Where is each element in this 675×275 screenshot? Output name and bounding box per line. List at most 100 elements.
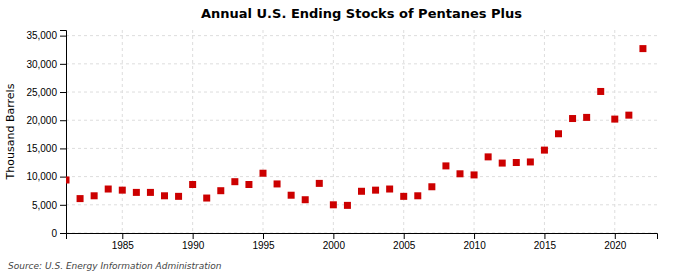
point bbox=[527, 158, 534, 165]
point bbox=[260, 170, 267, 177]
tick: 2005 bbox=[393, 233, 416, 251]
axis-line bbox=[67, 234, 658, 240]
point bbox=[555, 130, 562, 137]
point bbox=[77, 195, 84, 202]
point bbox=[288, 192, 295, 199]
point bbox=[471, 171, 478, 178]
tick-mark bbox=[544, 233, 545, 239]
tick-mark bbox=[60, 120, 66, 121]
y-axis: 0 5,000 10,000 15,000 20,000 25,000 30,000 35,0… bbox=[26, 30, 66, 238]
y-axis-title: Thousand Barrels bbox=[4, 83, 17, 180]
x-axis: 1985 1990 1995 2000 2005 2010 2015 2020 bbox=[67, 233, 658, 251]
grid-line bbox=[66, 204, 657, 205]
tick: 2000 bbox=[323, 233, 346, 251]
point bbox=[344, 202, 351, 209]
tick-label: 1995 bbox=[252, 240, 275, 251]
tick-mark bbox=[60, 148, 66, 149]
tick-label: 15,000 bbox=[26, 143, 57, 154]
point bbox=[105, 186, 112, 193]
tick: 35,000 bbox=[26, 30, 66, 41]
point bbox=[485, 153, 492, 160]
tick-label: 25,000 bbox=[26, 87, 57, 98]
grid-line bbox=[614, 30, 615, 233]
grid-line bbox=[66, 120, 657, 121]
tick-mark bbox=[263, 233, 264, 239]
tick-label: 2010 bbox=[463, 240, 486, 251]
point bbox=[541, 147, 548, 154]
tick-label: 5,000 bbox=[32, 200, 57, 211]
tick: 10,000 bbox=[26, 171, 66, 182]
tick: 15,000 bbox=[26, 143, 66, 154]
point bbox=[400, 193, 407, 200]
point bbox=[499, 160, 506, 167]
grid-line bbox=[66, 148, 657, 149]
tick: 0 bbox=[51, 228, 66, 239]
tick-mark bbox=[60, 233, 66, 234]
point bbox=[119, 187, 126, 194]
tick-mark bbox=[60, 177, 66, 178]
tick: 1995 bbox=[252, 233, 275, 251]
tick-label: 35,000 bbox=[26, 30, 57, 41]
tick-mark bbox=[60, 92, 66, 93]
axis-line bbox=[60, 31, 67, 234]
tick-label: 2015 bbox=[534, 240, 557, 251]
tick-label: 20,000 bbox=[26, 115, 57, 126]
tick: 2020 bbox=[604, 233, 627, 251]
tick-mark bbox=[474, 233, 475, 239]
tick: 30,000 bbox=[26, 59, 66, 70]
tick-mark bbox=[404, 233, 405, 239]
tick-label: 2020 bbox=[604, 240, 627, 251]
point bbox=[189, 181, 196, 188]
tick: 25,000 bbox=[26, 87, 66, 98]
point bbox=[175, 193, 182, 200]
point bbox=[569, 115, 576, 122]
point bbox=[372, 187, 379, 194]
tick-mark bbox=[193, 233, 194, 239]
grid-line bbox=[544, 30, 545, 233]
tick-label: 2005 bbox=[393, 240, 416, 251]
tick-mark bbox=[60, 64, 66, 65]
grid-line bbox=[403, 30, 404, 233]
point bbox=[625, 112, 632, 119]
tick-mark bbox=[122, 233, 123, 239]
tick-label: 1985 bbox=[112, 240, 135, 251]
grid-line bbox=[66, 63, 657, 64]
point bbox=[302, 196, 309, 203]
point bbox=[597, 88, 604, 95]
tick-label: 0 bbox=[51, 228, 57, 239]
tick: 1985 bbox=[112, 233, 135, 251]
tick-mark bbox=[60, 36, 66, 37]
point bbox=[203, 195, 210, 202]
point bbox=[231, 178, 238, 185]
tick-mark bbox=[333, 233, 334, 239]
point bbox=[274, 180, 281, 187]
point bbox=[66, 176, 70, 183]
point bbox=[161, 192, 168, 199]
title: Annual U.S. Ending Stocks of Pentanes Pl… bbox=[201, 6, 522, 21]
tick: 1990 bbox=[182, 233, 205, 251]
grid-line bbox=[66, 35, 657, 36]
grid bbox=[66, 30, 657, 233]
grid-line bbox=[122, 30, 123, 233]
tick-label: 2000 bbox=[323, 240, 346, 251]
point bbox=[639, 45, 646, 52]
annotation: Source: U.S. Energy Information Administ… bbox=[8, 261, 222, 271]
grid-line bbox=[263, 30, 264, 233]
point bbox=[217, 187, 224, 194]
grid-line bbox=[66, 92, 657, 93]
tick: 20,000 bbox=[26, 115, 66, 126]
point bbox=[513, 159, 520, 166]
tick: 5,000 bbox=[32, 200, 66, 211]
point bbox=[133, 189, 140, 196]
point bbox=[358, 188, 365, 195]
grid-line bbox=[474, 30, 475, 233]
chart: 1985 1990 1995 2000 2005 2010 2015 2020 0 5,000 10… bbox=[0, 0, 675, 275]
point bbox=[316, 180, 323, 187]
plot: 1985 1990 1995 2000 2005 2010 2015 2020 0 5,000 10… bbox=[26, 30, 657, 251]
point bbox=[386, 186, 393, 193]
tick-mark bbox=[60, 205, 66, 206]
tick-label: 10,000 bbox=[26, 171, 57, 182]
tick-mark bbox=[615, 233, 616, 239]
point bbox=[442, 162, 449, 169]
grid-line bbox=[192, 30, 193, 233]
